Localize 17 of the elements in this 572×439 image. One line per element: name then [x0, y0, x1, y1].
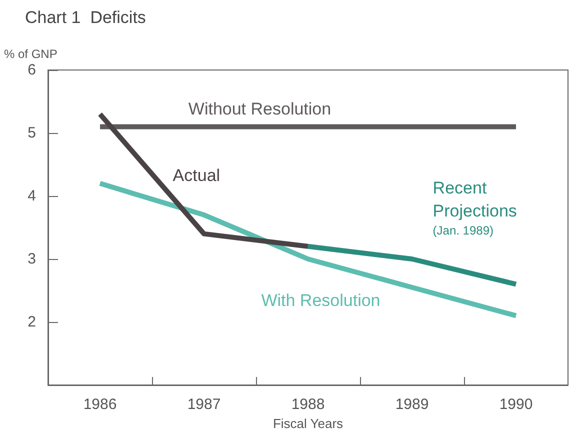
y-tick-label: 2	[28, 314, 36, 330]
y-tick-label: 5	[28, 124, 36, 142]
y-axis-title: % of GNP	[4, 47, 58, 61]
y-tick-label: 6	[28, 62, 36, 78]
x-tick-label: 1990	[499, 396, 533, 413]
series-label: Actual	[172, 166, 220, 185]
x-tick-label: 1988	[291, 396, 325, 413]
x-axis-title: Fiscal Years	[272, 416, 344, 431]
x-tick-label: 1986	[83, 396, 117, 413]
series-label: Without Resolution	[188, 100, 332, 119]
y-tick-label: 4	[28, 188, 36, 204]
x-tick-label: 1989	[395, 396, 429, 413]
y-tick-label: 3	[28, 250, 36, 268]
chart-title: Chart 1 Deficits	[25, 8, 146, 27]
x-tick-label: 1987	[187, 396, 221, 413]
series-label: With Resolution	[261, 291, 380, 310]
series-label: Recent Projections (Jan. 1989)	[432, 178, 517, 238]
